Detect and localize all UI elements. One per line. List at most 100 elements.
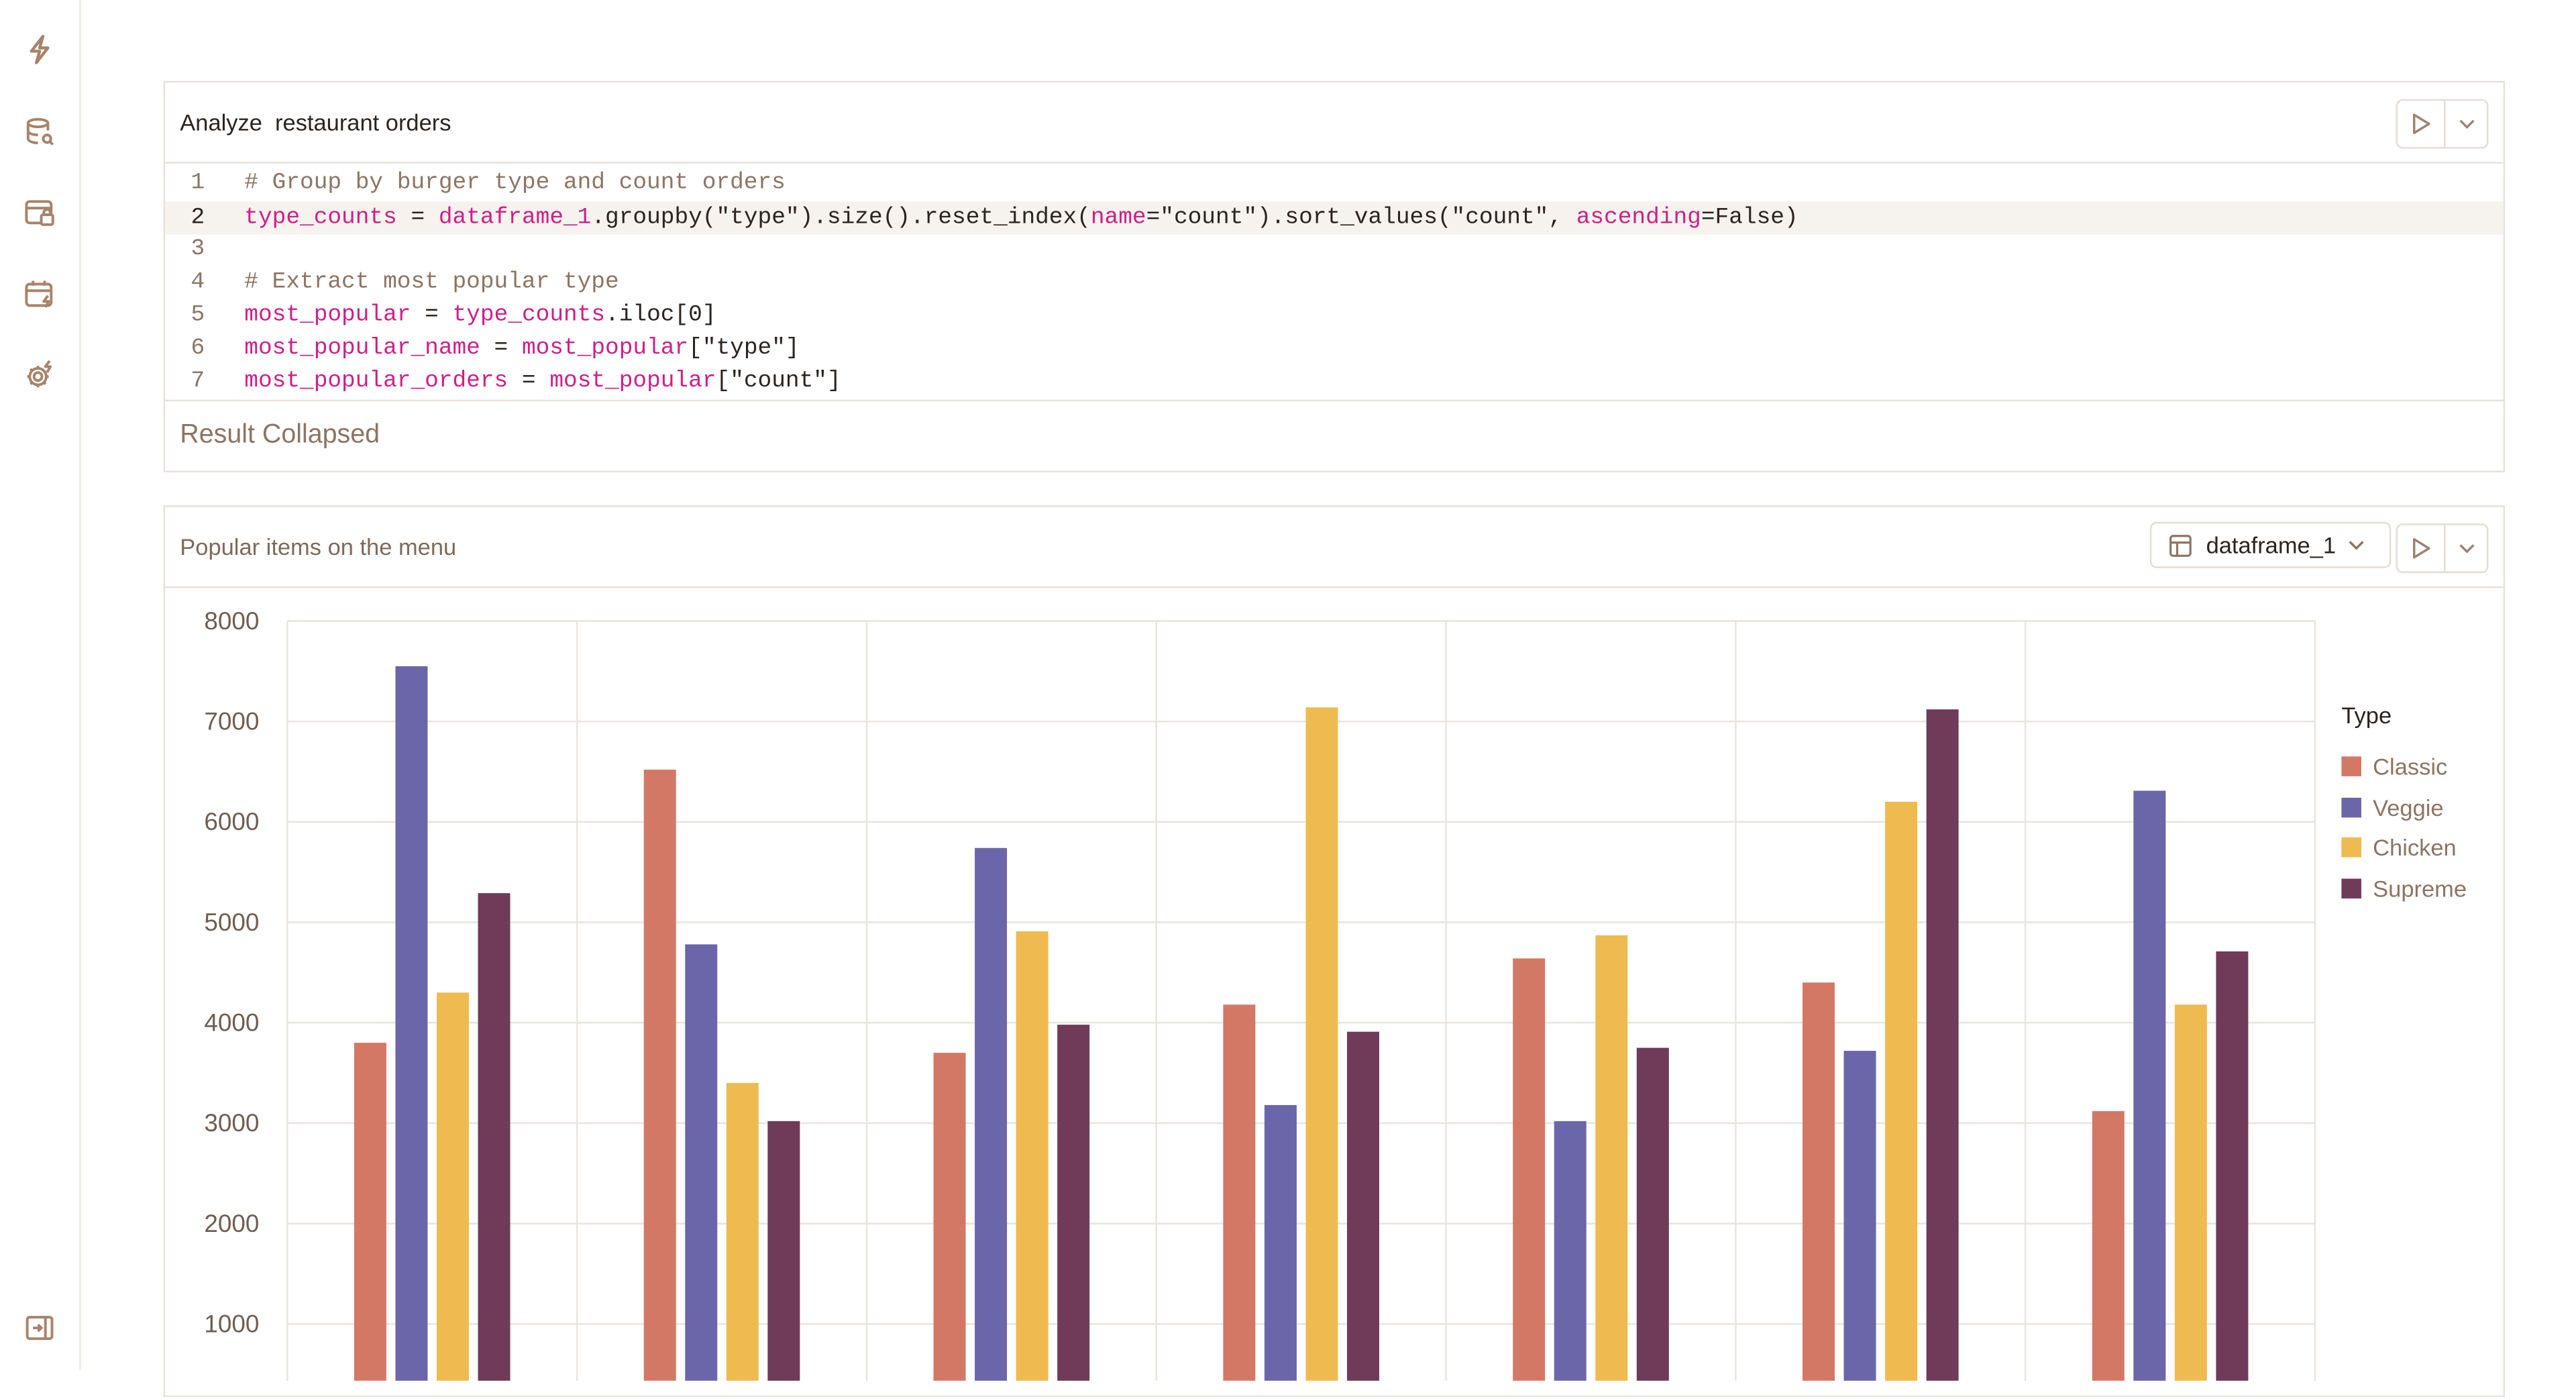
cell-title[interactable]: Analyze restaurant orders [180, 109, 451, 136]
code-text: most_popular = type_counts.iloc[0] [244, 299, 716, 332]
dataframe-select[interactable]: dataframe_1 [2149, 521, 2392, 568]
result-collapsed-toggle[interactable]: Result Collapsed [180, 421, 380, 450]
y-tick-label: 1000 [204, 1310, 259, 1337]
cell-title[interactable]: Popular items on the menu [180, 533, 457, 560]
bar-veggie [1264, 1104, 1297, 1381]
cell-header: Analyze restaurant orders [165, 83, 2504, 164]
code-token: = [508, 368, 550, 395]
run-options-button[interactable] [2445, 525, 2487, 572]
code-text: type_counts = dataframe_1.groupby("type"… [244, 201, 1798, 234]
code-token: # Extract most popular type [244, 269, 619, 296]
code-token: ascending [1576, 205, 1701, 231]
code-token: = [480, 335, 522, 362]
y-tick-label: 6000 [204, 808, 259, 835]
legend-swatch [2341, 797, 2361, 817]
legend-label: Supreme [2373, 875, 2467, 902]
collapse-sidebar-icon[interactable] [20, 1308, 60, 1348]
code-token: .groupby("type").size().reset_index( [591, 205, 1091, 231]
legend-label: Veggie [2373, 794, 2444, 821]
code-token: = [396, 205, 439, 231]
code-token: most_popular_orders [244, 368, 508, 395]
code-editor[interactable]: 1 # Group by burger type and count orders… [165, 164, 2504, 402]
code-text: most_popular_orders = most_popular["coun… [244, 365, 841, 398]
bar-classic [354, 1043, 386, 1381]
bar-classic [1802, 982, 1835, 1381]
chart-cell: Popular items on the menu dataframe_1 [163, 505, 2506, 1397]
legend-label: Classic [2373, 753, 2448, 780]
legend-item-classic[interactable]: Classic [2341, 752, 2447, 781]
play-icon [2412, 537, 2430, 559]
code-token: =False) [1701, 205, 1799, 231]
line-number: 4 [191, 269, 205, 296]
legend-item-chicken[interactable]: Chicken [2341, 833, 2457, 863]
line-number: 5 [191, 302, 205, 329]
gear-bolt-icon[interactable] [20, 355, 60, 395]
code-line[interactable]: 2 type_counts = dataframe_1.groupby("type… [165, 201, 2504, 235]
cell-header: Popular items on the menu dataframe_1 [165, 507, 2504, 588]
code-cell: Analyze restaurant orders 1 # Group by bu… [163, 81, 2506, 472]
code-token: # Group by burger type and count orders [244, 170, 786, 197]
code-line[interactable]: 3 [165, 233, 2503, 266]
bar-classic [643, 770, 676, 1381]
bolt-icon[interactable] [20, 30, 60, 69]
dataframe-select-label: dataframe_1 [2206, 531, 2337, 558]
bar-supreme [1057, 1025, 1090, 1381]
code-token: type_counts [452, 302, 606, 329]
code-line[interactable]: 6 most_popular_name = most_popular["type"… [165, 332, 2503, 365]
browser-lock-icon[interactable] [20, 193, 60, 233]
line-number: 3 [191, 236, 205, 263]
database-search-icon[interactable] [20, 112, 60, 152]
code-token: most_popular [549, 368, 716, 395]
code-token: ["count"] [716, 368, 841, 395]
y-tick-label: 7000 [204, 707, 259, 735]
bar-supreme [1926, 709, 1959, 1381]
bar-chicken [726, 1082, 759, 1381]
bar-classic [1513, 958, 1546, 1381]
code-line[interactable]: 7 most_popular_orders = most_popular["cou… [165, 365, 2503, 398]
legend-swatch [2341, 878, 2361, 899]
code-token: name [1090, 205, 1146, 231]
line-number: 7 [191, 368, 205, 395]
code-text: # Extract most popular type [244, 266, 619, 299]
code-line[interactable]: 5 most_popular = type_counts.iloc[0] [165, 299, 2503, 332]
sidebar [0, 0, 81, 1369]
line-number: 2 [191, 205, 205, 231]
bar-chicken [1016, 931, 1049, 1381]
line-number: 6 [191, 335, 205, 362]
calendar-bolt-icon[interactable] [20, 274, 60, 314]
code-token: ["type"] [688, 335, 800, 362]
code-token: ="count").sort_values("count", [1146, 205, 1576, 231]
bar-supreme [1346, 1031, 1379, 1381]
run-options-button[interactable] [2445, 101, 2487, 147]
bar-chicken [1885, 801, 1918, 1381]
bar-chicken [436, 992, 469, 1381]
y-tick-label: 2000 [204, 1210, 259, 1237]
y-tick-label: 5000 [204, 909, 259, 936]
bar-veggie [1843, 1051, 1876, 1381]
chart-area: 8000 7000 6000 5000 4000 3000 2000 1000 Type Cl… [165, 588, 2503, 1396]
table-icon [2168, 533, 2193, 558]
code-line[interactable]: 1 # Group by burger type and count orders [165, 167, 2503, 200]
code-token: most_popular [521, 335, 689, 362]
bar-classic [1223, 1004, 1256, 1381]
run-button-group [2396, 523, 2489, 574]
legend-item-veggie[interactable]: Veggie [2341, 792, 2444, 822]
bar-chicken [1595, 935, 1628, 1381]
line-number: 1 [191, 170, 205, 197]
code-text: most_popular_name = most_popular["type"] [244, 332, 799, 365]
run-button[interactable] [2398, 101, 2446, 148]
run-button[interactable] [2398, 525, 2446, 572]
bar-supreme [767, 1121, 800, 1381]
y-tick-label: 8000 [204, 607, 259, 635]
bar-veggie [1554, 1121, 1587, 1381]
legend-item-supreme[interactable]: Supreme [2341, 874, 2467, 903]
code-token: .iloc[0] [605, 302, 716, 329]
bar-veggie [975, 847, 1008, 1381]
legend-swatch [2341, 837, 2361, 858]
bar-chicken [1305, 707, 1338, 1381]
chevron-down-icon [2459, 544, 2474, 554]
code-token: type_counts [244, 205, 397, 231]
y-tick-label: 3000 [204, 1109, 259, 1137]
code-line[interactable]: 4 # Extract most popular type [165, 266, 2503, 299]
play-icon [2412, 113, 2430, 134]
